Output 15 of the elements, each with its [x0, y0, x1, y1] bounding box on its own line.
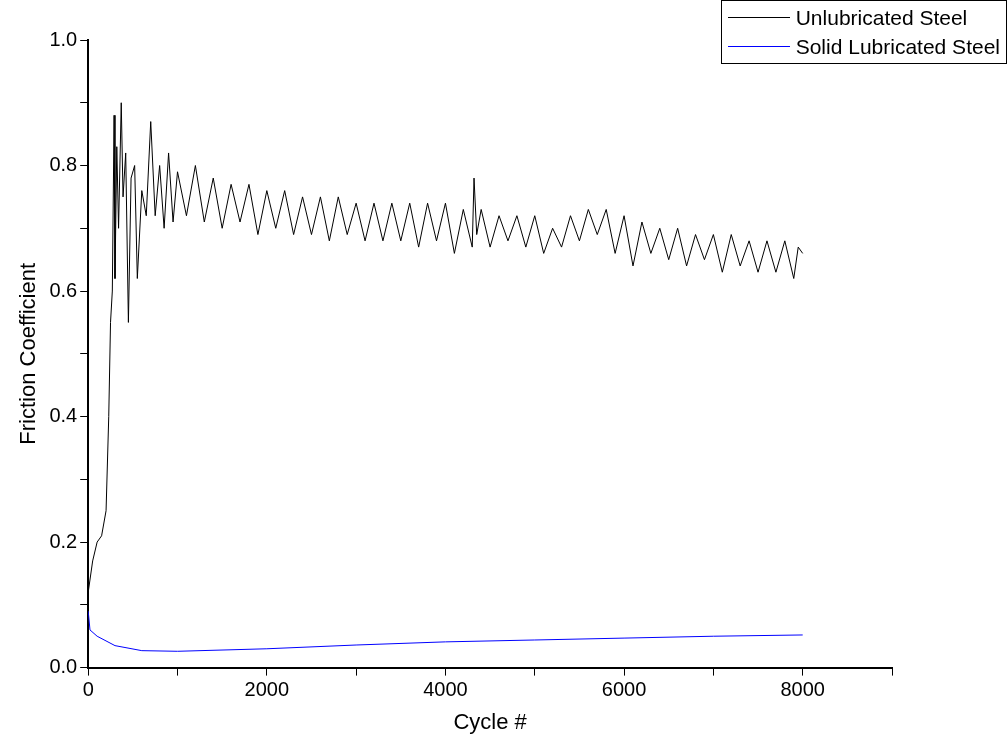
x-tick-label: 6000 — [601, 678, 647, 701]
x-tick-label: 8000 — [780, 678, 825, 701]
legend-label: Solid Lubricated Steel — [795, 34, 1000, 60]
y-tick-label: 1.0 — [49, 27, 78, 50]
x-tick-label: 4000 — [423, 678, 468, 701]
y-tick-label: 0.4 — [49, 404, 78, 427]
y-tick-label: 0.0 — [49, 655, 78, 678]
legend-label: Unlubricated Steel — [795, 5, 968, 31]
y-tick-label: 0.8 — [49, 153, 78, 176]
x-tick-label: 2000 — [244, 678, 290, 701]
x-axis-title: Cycle # — [453, 708, 528, 734]
y-axis-title: Friction Coefficient — [15, 262, 41, 445]
x-tick-label: 0 — [82, 678, 94, 701]
y-tick-label: 0.2 — [49, 529, 78, 552]
y-tick-label: 0.6 — [49, 278, 78, 301]
